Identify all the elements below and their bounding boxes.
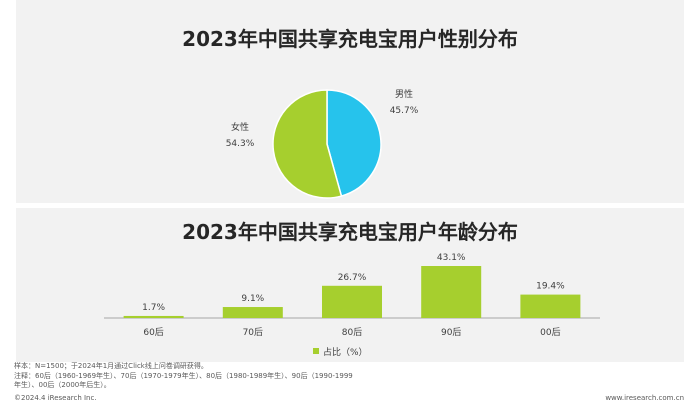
copyright: ©2024.4 iResearch Inc. — [14, 394, 97, 402]
pie-slice-0-value: 45.7% — [390, 106, 419, 116]
website-url: www.iresearch.com.cn — [605, 394, 684, 402]
bar-2-category: 80后 — [342, 327, 362, 338]
bar-1 — [222, 307, 283, 318]
pie-slice-0 — [326, 89, 382, 197]
bar-3-category: 90后 — [441, 327, 461, 338]
bar-3 — [421, 266, 482, 318]
bar-2 — [322, 285, 382, 318]
bar-4-label: 19.4% — [536, 282, 565, 292]
definition-note: 注释：60后（1960-1969年生）、70后（1970-1979年生）、80后… — [14, 371, 353, 390]
pie-slice-0-name: 男性 — [395, 88, 413, 100]
sample-note: 样本：N=1500；于2024年1月通过Click线上问卷调研获得。 — [14, 362, 208, 370]
bar-1-category: 70后 — [243, 327, 263, 338]
gender-chart-title: 2023年中国共享充电宝用户性别分布 — [182, 27, 518, 51]
bar-0 — [123, 315, 184, 318]
age-panel — [16, 208, 684, 362]
bar-4-category: 00后 — [540, 327, 560, 338]
bar-2-label: 26.7% — [338, 273, 367, 283]
legend-label: 占比（%） — [323, 346, 368, 358]
age-chart-title: 2023年中国共享充电宝用户年龄分布 — [182, 220, 518, 244]
pie-slice-1-name: 女性 — [231, 121, 249, 133]
bar-4 — [520, 294, 581, 318]
bar-0-label: 1.7% — [142, 303, 165, 313]
bar-0-category: 60后 — [143, 327, 163, 338]
legend-swatch — [313, 348, 319, 354]
pie-slice-1 — [272, 89, 343, 199]
pie-slice-1-value: 54.3% — [226, 139, 255, 149]
notes: 样本：N=1500；于2024年1月通过Click线上问卷调研获得。 注释：60… — [14, 362, 354, 391]
bar-3-label: 43.1% — [437, 253, 466, 263]
bar-1-label: 9.1% — [241, 294, 264, 304]
